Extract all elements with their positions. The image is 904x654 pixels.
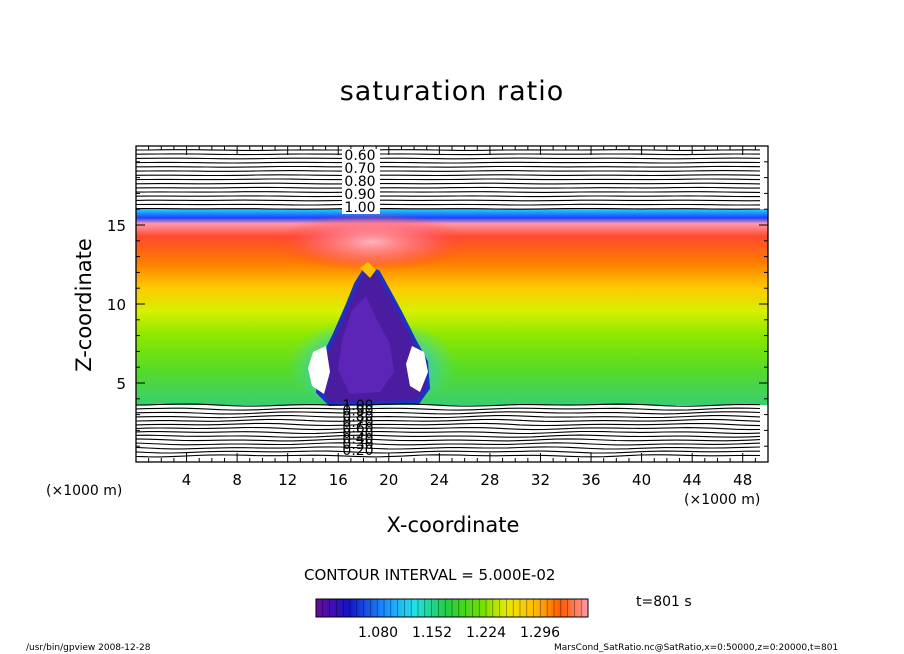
contour-line-upper [136, 191, 761, 193]
contour-line-upper [136, 153, 761, 156]
time-label: t=801 s [636, 594, 692, 610]
contour-interval-label: CONTOUR INTERVAL = 5.000E-02 [304, 566, 556, 584]
colorbar-tick-label: 1.224 [466, 625, 506, 641]
contour-label-bg [342, 188, 380, 201]
contour-label: 0.50 [342, 426, 373, 442]
y-tick-label: 10 [107, 296, 126, 314]
contour-label-bg [342, 162, 380, 175]
contour-label-bg [342, 175, 380, 188]
contour-line-lower [136, 422, 761, 427]
x-tick-label: 4 [182, 471, 192, 489]
contour-line-lower [136, 434, 761, 438]
y-tick-labels: 5 10 15 [107, 217, 126, 393]
contour-label: 0.80 [342, 409, 373, 425]
contour-label: 1.00 [344, 200, 375, 216]
contour-line-upper [136, 203, 761, 206]
contour-line-upper [136, 149, 761, 151]
contour-label: 0.90 [344, 187, 375, 203]
x-tick-label: 44 [683, 471, 702, 489]
contour-line-lower [136, 418, 761, 422]
x-unit-label-left: (×1000 m) [46, 483, 123, 499]
contour-line-upper [136, 170, 761, 172]
x-tick-labels: 4 8 12 16 20 24 28 32 36 40 44 48 [182, 471, 752, 489]
contour-line-upper [136, 199, 761, 202]
axis-ticks [136, 146, 768, 462]
x-unit-label-right: (×1000 m) [684, 492, 761, 508]
y-tick-label: 5 [116, 375, 126, 393]
contour-label: 0.90 [342, 404, 373, 420]
colorbar-tick-label: 1.080 [358, 625, 398, 641]
x-tick-label: 40 [632, 471, 651, 489]
contour-label: 0.80 [344, 174, 375, 190]
contour-label: 0.60 [342, 420, 373, 436]
contour-line-upper [136, 195, 760, 198]
x-axis-label: X-coordinate [386, 513, 520, 537]
contour-line-upper [136, 178, 761, 181]
contour-label: 0.70 [344, 161, 375, 177]
contour-line-lower [136, 442, 761, 446]
x-tick-label: 8 [232, 471, 242, 489]
x-tick-label: 48 [733, 471, 752, 489]
x-tick-label: 28 [480, 471, 499, 489]
x-tick-label: 32 [531, 471, 550, 489]
x-tick-label: 16 [329, 471, 348, 489]
x-tick-label: 36 [581, 471, 600, 489]
footer-command: /usr/bin/gpview 2008-12-28 [26, 643, 151, 653]
footer-source: MarsCond_SatRatio.nc@SatRatio,x=0:50000,… [554, 643, 839, 653]
contour-line-lower [136, 426, 761, 431]
contour-line-upper [136, 165, 761, 168]
colorbar-tick-labels: 1.080 1.152 1.224 1.296 [358, 625, 560, 641]
contour-lines [136, 149, 761, 458]
contour-line-lower [136, 407, 761, 411]
contour-line-upper [136, 182, 761, 185]
cloud-plume [308, 262, 431, 407]
contour-label: 0.20 [342, 443, 373, 459]
contour-line-lower [136, 450, 760, 454]
contour-label-bg [342, 149, 380, 162]
contour-line-lower [136, 430, 761, 435]
contour-line-lower [136, 411, 761, 415]
x-tick-label: 20 [379, 471, 398, 489]
contour-line-lower [136, 403, 761, 407]
contour-line-upper [136, 157, 761, 160]
y-tick-label: 15 [107, 217, 126, 235]
contour-label: 0.30 [342, 437, 373, 453]
colorbar-tick-label: 1.296 [520, 625, 560, 641]
contour-line-lower [136, 454, 761, 458]
colorbar: 1.080 1.152 1.224 1.296 [315, 598, 589, 641]
contour-line-upper [136, 207, 761, 210]
x-tick-label: 12 [278, 471, 297, 489]
contour-line-lower [136, 438, 761, 442]
contour-line-upper [136, 174, 761, 177]
contour-label: 0.40 [342, 432, 373, 448]
contour-labels: 0.600.700.800.901.001.000.900.800.700.60… [342, 148, 380, 459]
colorbar-tick-label: 1.152 [412, 625, 452, 641]
contour-label: 0.60 [344, 148, 375, 164]
contour-label-bg [342, 201, 380, 214]
contour-line-lower [136, 446, 761, 450]
chart-title: saturation ratio [339, 76, 565, 107]
x-tick-label: 24 [430, 471, 449, 489]
y-axis-label: Z-coordinate [72, 238, 96, 372]
contour-line-lower [136, 415, 761, 419]
plot-area [136, 146, 768, 462]
contour-line-upper [136, 161, 761, 164]
contour-label: 1.00 [342, 398, 373, 414]
contour-line-upper [136, 186, 760, 189]
contour-label: 0.70 [342, 415, 373, 431]
